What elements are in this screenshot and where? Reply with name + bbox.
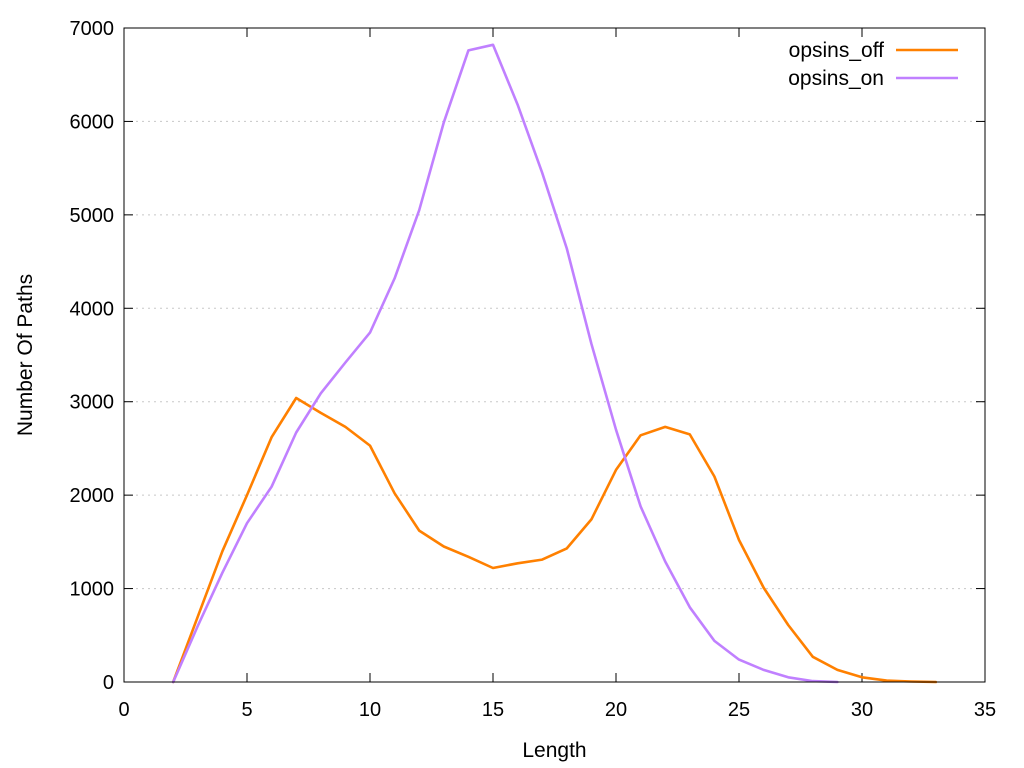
series-line-opsins_on (171, 43, 839, 684)
y-tick-label: 1000 (70, 579, 115, 601)
plot-frame (123, 27, 986, 683)
x-tick-label: 10 (359, 699, 381, 721)
y-tick-label: 7000 (70, 18, 115, 40)
y-tick-label: 6000 (70, 111, 115, 133)
y-tick-label: 4000 (70, 298, 115, 320)
y-tick-label: 5000 (70, 205, 115, 227)
series-lines (171, 43, 938, 684)
x-tick-label: 0 (118, 699, 129, 721)
x-tick-label: 30 (851, 699, 873, 721)
legend-label-opsins_off: opsins_off (789, 39, 885, 62)
axis-ticks: 0 1000 2000 3000 4000 5000 6000 7000 0 5 10 15 20 25 3… (70, 18, 997, 721)
y-tick-label: 2000 (70, 485, 115, 507)
x-tick-label: 15 (482, 699, 504, 721)
legend-label-opsins_on: opsins_on (788, 67, 884, 90)
y-tick-label: 3000 (70, 392, 115, 414)
legend: opsins_off opsins_on (788, 39, 958, 90)
grid-lines (124, 120, 985, 590)
x-tick-label: 25 (728, 699, 750, 721)
y-axis-label: Number Of Paths (14, 274, 37, 436)
x-tick-label: 5 (241, 699, 252, 721)
series-line-opsins_off (171, 396, 938, 684)
x-tick-label: 35 (974, 699, 996, 721)
x-axis-label: Length (522, 739, 586, 762)
x-tick-label: 20 (605, 699, 627, 721)
y-tick-label: 0 (103, 672, 114, 694)
